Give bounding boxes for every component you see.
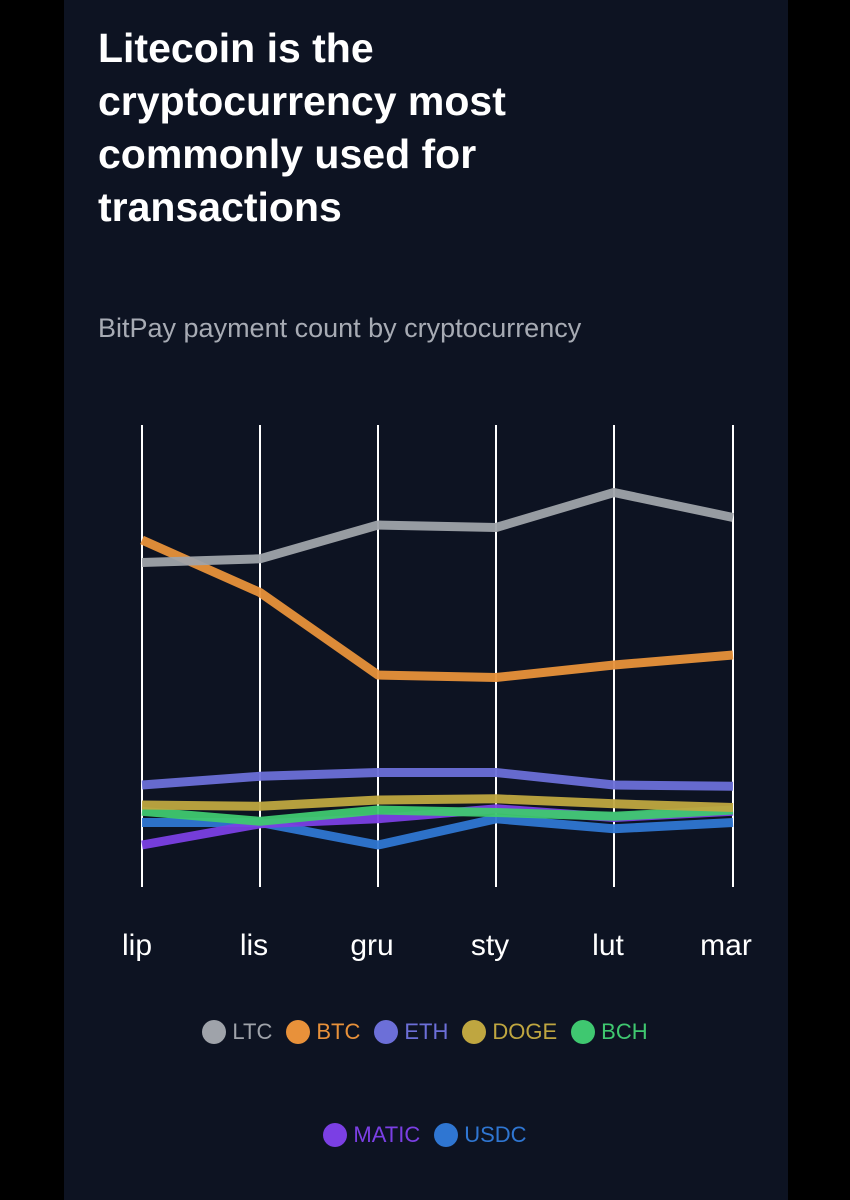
- series-line-eth: [141, 768, 734, 791]
- legend-label-bch: BCH: [601, 1019, 648, 1044]
- legend-swatch-ltc: [202, 1020, 227, 1044]
- legend-item-usdc: USDC: [434, 1122, 527, 1148]
- series-line-bch: [141, 805, 734, 826]
- x-tick-label-gru: gru: [350, 929, 393, 962]
- legend-row-1: LTC BTC ETH DOGE BCH: [0, 1019, 850, 1045]
- x-tick-label-lis: lis: [240, 929, 268, 962]
- legend-label-doge: DOGE: [492, 1019, 558, 1044]
- legend-item-doge: DOGE: [462, 1019, 557, 1045]
- legend-swatch-bch: [571, 1020, 596, 1044]
- series-line-ltc: [141, 488, 734, 567]
- series-line-btc: [140, 535, 734, 682]
- legend-item-matic: MATIC: [323, 1122, 420, 1148]
- legend-label-eth: ETH: [404, 1019, 449, 1044]
- legend-swatch-eth: [374, 1020, 399, 1044]
- legend-label-ltc: LTC: [232, 1019, 273, 1044]
- legend-row-2: MATIC USDC: [0, 1122, 850, 1148]
- series-line-doge: [141, 794, 734, 812]
- x-tick-label-mar: mar: [700, 929, 752, 962]
- legend-label-usdc: USDC: [464, 1122, 527, 1147]
- x-tick-label-lut: lut: [592, 929, 624, 962]
- x-tick-label-lip: lip: [122, 929, 152, 962]
- legend-label-matic: MATIC: [353, 1122, 421, 1147]
- legend-swatch-usdc: [434, 1123, 459, 1147]
- legend-swatch-doge: [462, 1020, 487, 1044]
- legend-item-bch: BCH: [571, 1019, 648, 1045]
- chart-subtitle: BitPay payment count by cryptocurrency: [98, 313, 582, 343]
- chart-title: Litecoin is the cryptocurrency most comm…: [98, 25, 506, 230]
- legend-item-btc: BTC: [286, 1019, 360, 1045]
- x-tick-label-sty: sty: [471, 929, 509, 962]
- legend-label-btc: BTC: [316, 1019, 361, 1044]
- legend-swatch-matic: [323, 1123, 348, 1147]
- legend-item-ltc: LTC: [202, 1019, 272, 1045]
- legend-item-eth: ETH: [374, 1019, 448, 1045]
- chart-panel: Litecoin is the cryptocurrency most comm…: [64, 0, 788, 1200]
- legend-swatch-btc: [286, 1020, 311, 1044]
